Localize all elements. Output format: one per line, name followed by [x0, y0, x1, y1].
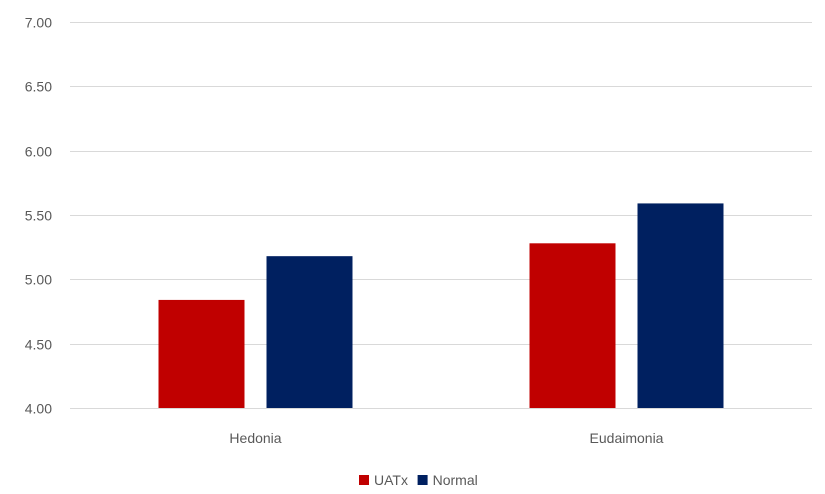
x-category-label: Hedonia — [229, 430, 281, 446]
bar-normal-eudaimonia — [637, 203, 724, 408]
y-tick-label: 5.00 — [25, 272, 52, 288]
bar-uatx-eudaimonia — [529, 243, 616, 408]
y-tick-label: 4.00 — [25, 401, 52, 417]
legend-label: Normal — [433, 472, 478, 488]
legend-swatch — [417, 475, 428, 485]
y-tick-label: 4.50 — [25, 337, 52, 353]
y-tick-label: 7.00 — [25, 15, 52, 31]
y-tick-label: 5.50 — [25, 208, 52, 224]
y-axis-tick-labels: 4.00 4.50 5.00 5.50 6.00 6.50 7.00 — [25, 15, 52, 417]
bars — [158, 203, 724, 408]
x-axis-category-labels: Hedonia Eudaimonia — [229, 430, 663, 446]
y-tick-label: 6.50 — [25, 79, 52, 95]
y-tick-label: 6.00 — [25, 144, 52, 160]
legend-label: UATx — [374, 472, 408, 488]
bar-uatx-hedonia — [158, 299, 245, 408]
legend: UATx Normal — [359, 472, 478, 488]
bar-normal-hedonia — [266, 256, 353, 408]
x-category-label: Eudaimonia — [590, 430, 664, 446]
legend-swatch — [359, 475, 369, 485]
